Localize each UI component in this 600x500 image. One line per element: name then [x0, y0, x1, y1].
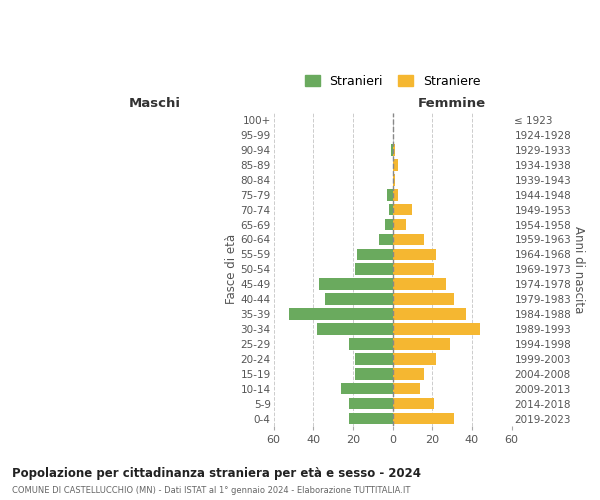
Bar — [392, 398, 434, 409]
Bar — [392, 323, 480, 335]
Bar — [392, 278, 446, 290]
Bar — [386, 189, 392, 200]
Bar — [355, 264, 392, 275]
Bar — [392, 264, 434, 275]
Bar — [357, 248, 392, 260]
Text: COMUNE DI CASTELLUCCHIO (MN) - Dati ISTAT al 1° gennaio 2024 - Elaborazione TUTT: COMUNE DI CASTELLUCCHIO (MN) - Dati ISTA… — [12, 486, 410, 495]
Bar — [392, 144, 395, 156]
Bar — [392, 174, 395, 186]
Bar — [392, 383, 421, 394]
Bar — [389, 204, 392, 216]
Text: Maschi: Maschi — [128, 96, 181, 110]
Bar — [392, 189, 398, 200]
Bar — [391, 144, 392, 156]
Bar — [379, 234, 392, 245]
Bar — [392, 338, 450, 349]
Bar — [392, 308, 466, 320]
Bar — [392, 248, 436, 260]
Bar — [385, 218, 392, 230]
Bar — [392, 159, 398, 170]
Legend: Stranieri, Straniere: Stranieri, Straniere — [305, 75, 481, 88]
Bar — [341, 383, 392, 394]
Bar — [289, 308, 392, 320]
Bar — [317, 323, 392, 335]
Bar — [392, 204, 412, 216]
Y-axis label: Fasce di età: Fasce di età — [224, 234, 238, 304]
Bar — [325, 294, 392, 305]
Bar — [355, 353, 392, 364]
Bar — [349, 412, 392, 424]
Bar — [392, 412, 454, 424]
Text: Femmine: Femmine — [418, 96, 486, 110]
Bar — [392, 368, 424, 380]
Bar — [349, 338, 392, 349]
Bar — [392, 234, 424, 245]
Bar — [392, 353, 436, 364]
Bar — [392, 218, 406, 230]
Bar — [319, 278, 392, 290]
Text: Popolazione per cittadinanza straniera per età e sesso - 2024: Popolazione per cittadinanza straniera p… — [12, 468, 421, 480]
Bar — [349, 398, 392, 409]
Y-axis label: Anni di nascita: Anni di nascita — [572, 226, 585, 313]
Bar — [355, 368, 392, 380]
Bar — [392, 294, 454, 305]
